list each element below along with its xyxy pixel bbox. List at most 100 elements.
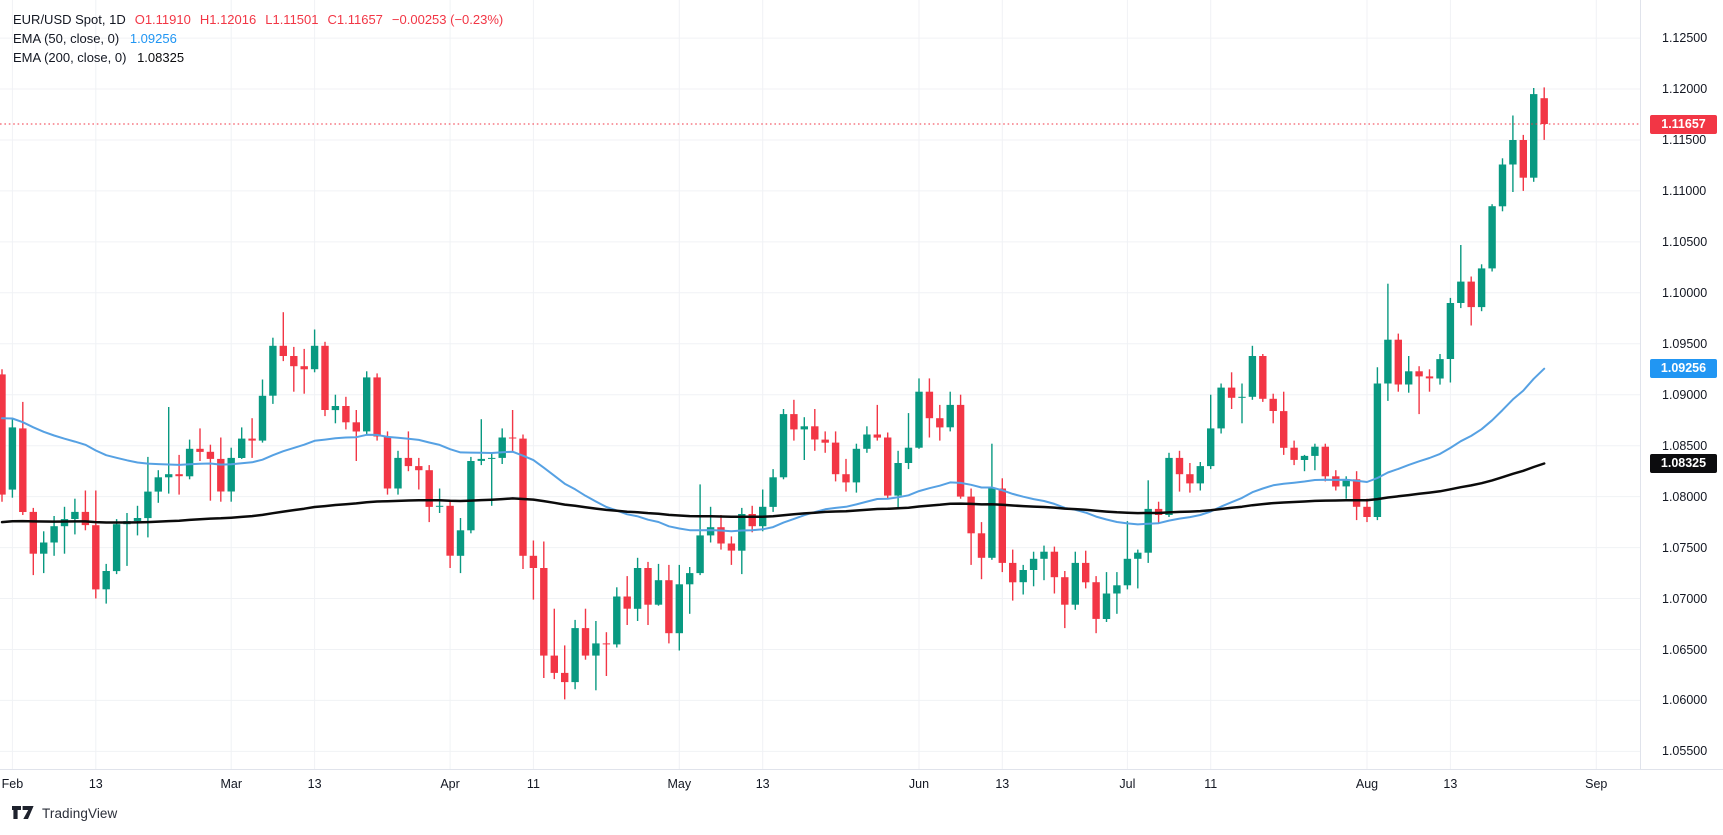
tradingview-logo[interactable]: TradingView xyxy=(12,805,117,822)
candle[interactable] xyxy=(748,505,756,533)
candle[interactable] xyxy=(1321,443,1329,482)
candle[interactable] xyxy=(1082,550,1090,589)
candle[interactable] xyxy=(717,515,725,550)
candle[interactable] xyxy=(92,490,100,599)
candle[interactable] xyxy=(529,540,538,600)
candle[interactable] xyxy=(925,378,934,438)
candle[interactable] xyxy=(1290,440,1298,466)
candle[interactable] xyxy=(706,506,715,543)
candle[interactable] xyxy=(1061,571,1069,629)
candle[interactable] xyxy=(863,426,871,453)
candle[interactable] xyxy=(894,450,902,509)
candle[interactable] xyxy=(779,409,788,480)
candle[interactable] xyxy=(310,329,319,373)
candle[interactable] xyxy=(613,587,621,648)
candle[interactable] xyxy=(727,536,736,565)
candle[interactable] xyxy=(206,444,215,501)
candle[interactable] xyxy=(1394,333,1402,392)
candle[interactable] xyxy=(550,608,558,680)
candle[interactable] xyxy=(915,378,923,449)
candle[interactable] xyxy=(81,490,90,531)
candle[interactable] xyxy=(956,394,965,499)
candle[interactable] xyxy=(1134,549,1142,589)
candle[interactable] xyxy=(561,645,569,700)
candle[interactable] xyxy=(1071,551,1079,610)
candle[interactable] xyxy=(998,478,1006,573)
candle[interactable] xyxy=(811,409,819,451)
candle[interactable] xyxy=(425,465,433,523)
candle[interactable] xyxy=(1050,546,1059,594)
candle[interactable] xyxy=(1425,369,1434,392)
candle[interactable] xyxy=(977,522,986,580)
candle[interactable] xyxy=(1175,450,1184,492)
candle[interactable] xyxy=(394,450,402,495)
candle[interactable] xyxy=(1488,204,1496,272)
candle[interactable] xyxy=(1384,283,1392,401)
candle[interactable] xyxy=(790,399,798,441)
candle[interactable] xyxy=(1519,134,1527,191)
candle[interactable] xyxy=(0,369,6,502)
candle[interactable] xyxy=(1467,276,1475,326)
candle[interactable] xyxy=(738,507,746,575)
candle[interactable] xyxy=(165,407,173,494)
candle[interactable] xyxy=(1436,354,1444,385)
candle[interactable] xyxy=(1029,551,1038,587)
candle[interactable] xyxy=(633,557,642,621)
candle[interactable] xyxy=(363,371,371,436)
candle[interactable] xyxy=(248,418,256,458)
candle[interactable] xyxy=(873,404,881,441)
candle[interactable] xyxy=(884,432,892,499)
candle[interactable] xyxy=(1352,471,1361,521)
candle[interactable] xyxy=(1259,354,1267,402)
candle[interactable] xyxy=(581,608,590,660)
candle[interactable] xyxy=(102,563,110,604)
candle[interactable] xyxy=(623,576,631,625)
candle[interactable] xyxy=(1540,87,1548,140)
candle[interactable] xyxy=(675,564,683,651)
candle[interactable] xyxy=(60,506,69,554)
candle[interactable] xyxy=(1009,549,1017,601)
chart-plot-area[interactable] xyxy=(0,0,1640,769)
ema-200-line[interactable] xyxy=(0,462,1546,524)
candle[interactable] xyxy=(946,391,954,432)
symbol-legend-row[interactable]: EUR/USD Spot, 1D O1.11910 H1.12016 L1.11501… xyxy=(13,11,503,29)
candle[interactable] xyxy=(904,413,913,470)
candle[interactable] xyxy=(1207,394,1215,470)
candle[interactable] xyxy=(185,439,194,480)
candle[interactable] xyxy=(342,396,350,430)
candle[interactable] xyxy=(1102,572,1111,622)
candle[interactable] xyxy=(1144,480,1152,563)
candle[interactable] xyxy=(571,619,579,690)
candle[interactable] xyxy=(936,404,944,441)
candle[interactable] xyxy=(1311,443,1319,471)
candle[interactable] xyxy=(1217,383,1225,434)
candle[interactable] xyxy=(1238,383,1246,424)
candle[interactable] xyxy=(196,428,204,461)
candle[interactable] xyxy=(498,428,506,464)
candle[interactable] xyxy=(665,564,673,644)
candle[interactable] xyxy=(592,621,600,691)
candle[interactable] xyxy=(488,453,496,506)
candle[interactable] xyxy=(456,518,465,574)
candle[interactable] xyxy=(769,469,777,512)
ema200-legend-row[interactable]: EMA (200, close, 0) 1.08325 xyxy=(13,49,503,67)
candle[interactable] xyxy=(352,410,360,461)
candle[interactable] xyxy=(800,417,808,460)
candle[interactable] xyxy=(300,348,308,394)
candle[interactable] xyxy=(821,431,829,453)
candle[interactable] xyxy=(383,431,392,495)
candle[interactable] xyxy=(1300,454,1309,472)
candle[interactable] xyxy=(1363,498,1371,523)
candle[interactable] xyxy=(175,454,183,495)
candle[interactable] xyxy=(1509,115,1517,193)
candle[interactable] xyxy=(40,531,48,574)
candle[interactable] xyxy=(290,346,298,392)
candle[interactable] xyxy=(967,488,975,565)
candle[interactable] xyxy=(19,401,27,515)
candle[interactable] xyxy=(519,434,527,570)
candle[interactable] xyxy=(321,341,329,417)
candle[interactable] xyxy=(1498,158,1507,212)
candle[interactable] xyxy=(1123,521,1132,590)
candle[interactable] xyxy=(238,427,246,459)
candle[interactable] xyxy=(144,456,152,538)
